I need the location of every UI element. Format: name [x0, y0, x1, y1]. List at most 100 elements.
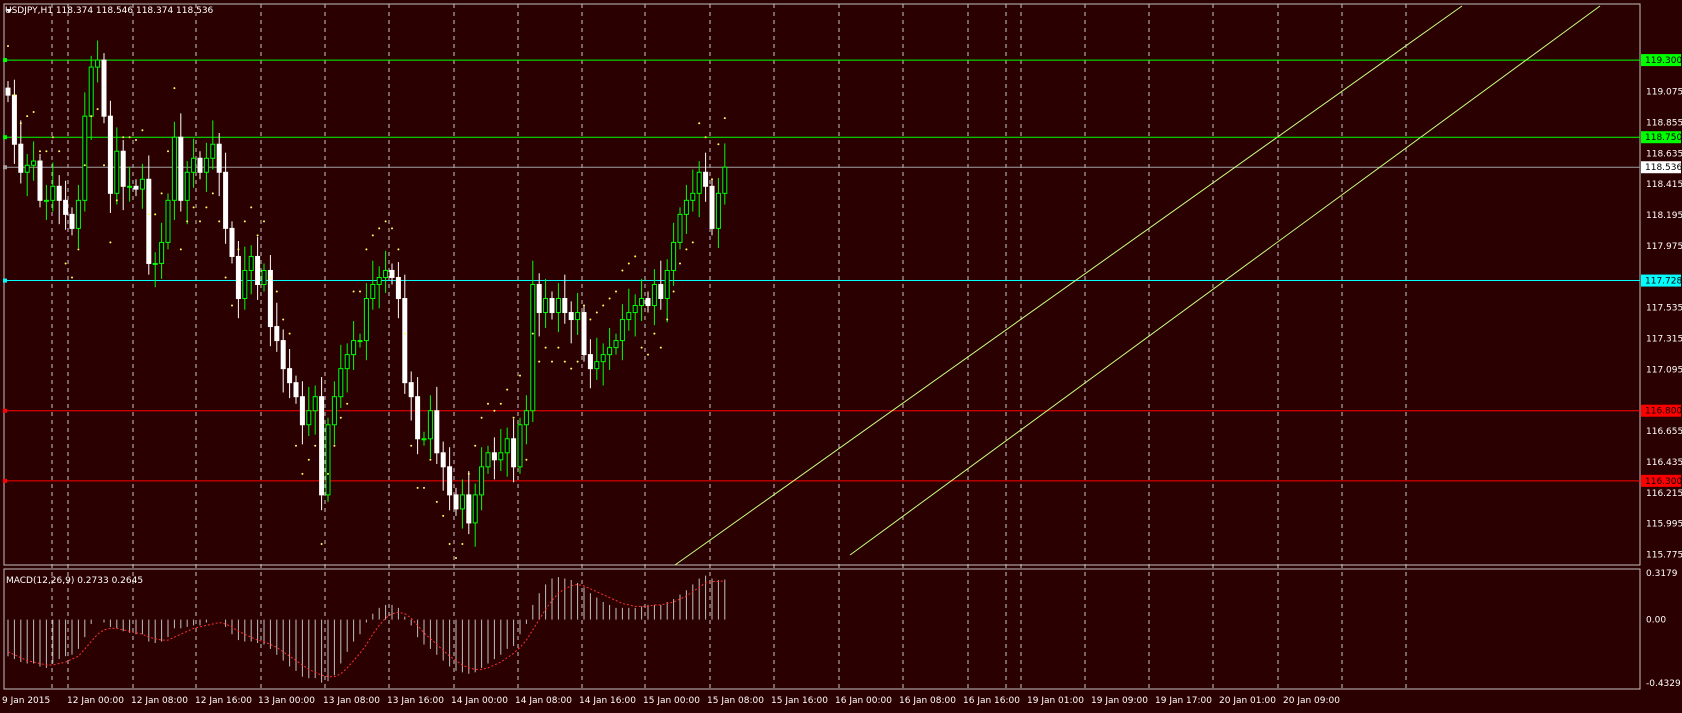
candle-body	[715, 192, 721, 229]
psar-dot	[378, 227, 381, 230]
macd-tick-label: -0.4329	[1646, 679, 1681, 689]
psar-dot	[179, 248, 182, 251]
candle-body	[319, 396, 325, 496]
candle-body	[683, 199, 689, 215]
psar-dot	[320, 542, 323, 545]
y-tick-label: 117.095	[1646, 365, 1682, 375]
level-anchor	[3, 478, 7, 483]
psar-dot	[58, 150, 61, 153]
candle-body	[5, 87, 11, 96]
macd-tick-label: 0.00	[1646, 616, 1666, 626]
level-price-tag	[1641, 474, 1681, 487]
psar-dot	[659, 346, 662, 349]
y-tick-label: 115.995	[1646, 520, 1682, 530]
psar-dot	[173, 87, 176, 90]
psar-dot	[346, 402, 349, 405]
x-tick-label: 12 Jan 08:00	[131, 696, 188, 706]
psar-dot	[416, 486, 419, 489]
x-tick-label: 14 Jan 16:00	[579, 696, 636, 706]
psar-dot	[403, 332, 406, 335]
psar-dot	[333, 444, 336, 447]
candle-body	[203, 157, 209, 173]
candle-body	[555, 298, 561, 314]
level-price-label: 119.300	[1645, 56, 1682, 66]
psar-dot	[525, 458, 528, 461]
psar-dot	[384, 220, 387, 223]
x-tick-label: 20 Jan 01:00	[1219, 696, 1276, 706]
psar-dot	[205, 206, 208, 209]
candle-body	[703, 171, 709, 187]
y-tick-label: 116.215	[1646, 489, 1682, 499]
y-tick-label: 116.655	[1646, 427, 1682, 437]
psar-dot	[128, 136, 131, 139]
x-tick-label: 16 Jan 08:00	[899, 696, 956, 706]
candle-body	[88, 66, 94, 117]
channel-lower-line	[849, 5, 1601, 556]
candle-body	[434, 410, 440, 454]
y-tick-label: 115.775	[1646, 550, 1682, 560]
candle-body	[210, 143, 216, 159]
psar-dot	[327, 472, 329, 475]
x-tick-label: 13 Jan 08:00	[323, 696, 380, 706]
x-tick-label: 20 Jan 09:00	[1283, 696, 1340, 706]
candle-body	[389, 269, 395, 278]
x-tick-label: 15 Jan 00:00	[643, 696, 700, 706]
x-tick-label: 13 Jan 00:00	[258, 696, 315, 706]
symbol-info: USDJPY,H1 118.374 118.546 118.374 118.53…	[5, 6, 214, 16]
candle-body	[267, 269, 273, 328]
candle-body	[363, 298, 369, 342]
candle-body	[325, 424, 331, 496]
psar-dot	[314, 444, 317, 447]
candle-body	[63, 199, 69, 215]
macd-pane-frame	[3, 568, 1641, 690]
psar-dot	[634, 255, 637, 258]
x-tick-label: 15 Jan 16:00	[771, 696, 828, 706]
candle-body	[504, 438, 510, 454]
level-price-tag	[1641, 54, 1681, 67]
psar-dot	[237, 248, 240, 251]
psar-dot	[455, 556, 457, 559]
psar-dot	[723, 117, 726, 120]
psar-dot	[615, 290, 617, 293]
level-price-label: 116.300	[1645, 477, 1682, 487]
candle-body	[440, 452, 446, 468]
x-tick-label: 12 Jan 00:00	[67, 696, 124, 706]
psar-dot	[544, 346, 547, 349]
candle-body	[664, 269, 670, 300]
candle-body	[56, 185, 62, 201]
level-anchor	[3, 165, 7, 170]
candle-body	[107, 115, 113, 194]
candle-body	[287, 368, 293, 384]
candle-body	[626, 312, 632, 321]
psar-dot	[83, 164, 86, 167]
candle-body	[549, 298, 555, 314]
psar-dot	[339, 416, 342, 419]
candle-body	[600, 354, 606, 363]
candle-body	[645, 298, 651, 307]
candle-body	[575, 312, 581, 321]
candle-body	[248, 255, 254, 271]
candle-body	[594, 361, 600, 370]
candle-body	[171, 136, 177, 201]
psar-dot	[467, 472, 470, 475]
level-price-tag	[1641, 404, 1681, 417]
macd-label: MACD(12,26,9) 0.2733 0.2645	[6, 576, 144, 586]
candle-body	[523, 410, 529, 426]
candle-body	[261, 269, 267, 285]
psar-dot	[135, 139, 137, 142]
psar-dot	[423, 486, 425, 489]
psar-dot	[192, 206, 195, 209]
candle-body	[306, 410, 312, 426]
x-tick-label: 14 Jan 08:00	[515, 696, 572, 706]
candle-body	[370, 283, 376, 300]
psar-dot	[90, 115, 93, 118]
psar-dot	[359, 290, 361, 293]
psar-dot	[301, 472, 304, 475]
candle-body	[357, 340, 363, 343]
candle-body	[184, 171, 190, 201]
candle-body	[24, 164, 30, 173]
x-tick-label: 16 Jan 16:00	[963, 696, 1020, 706]
psar-dot	[672, 290, 675, 293]
